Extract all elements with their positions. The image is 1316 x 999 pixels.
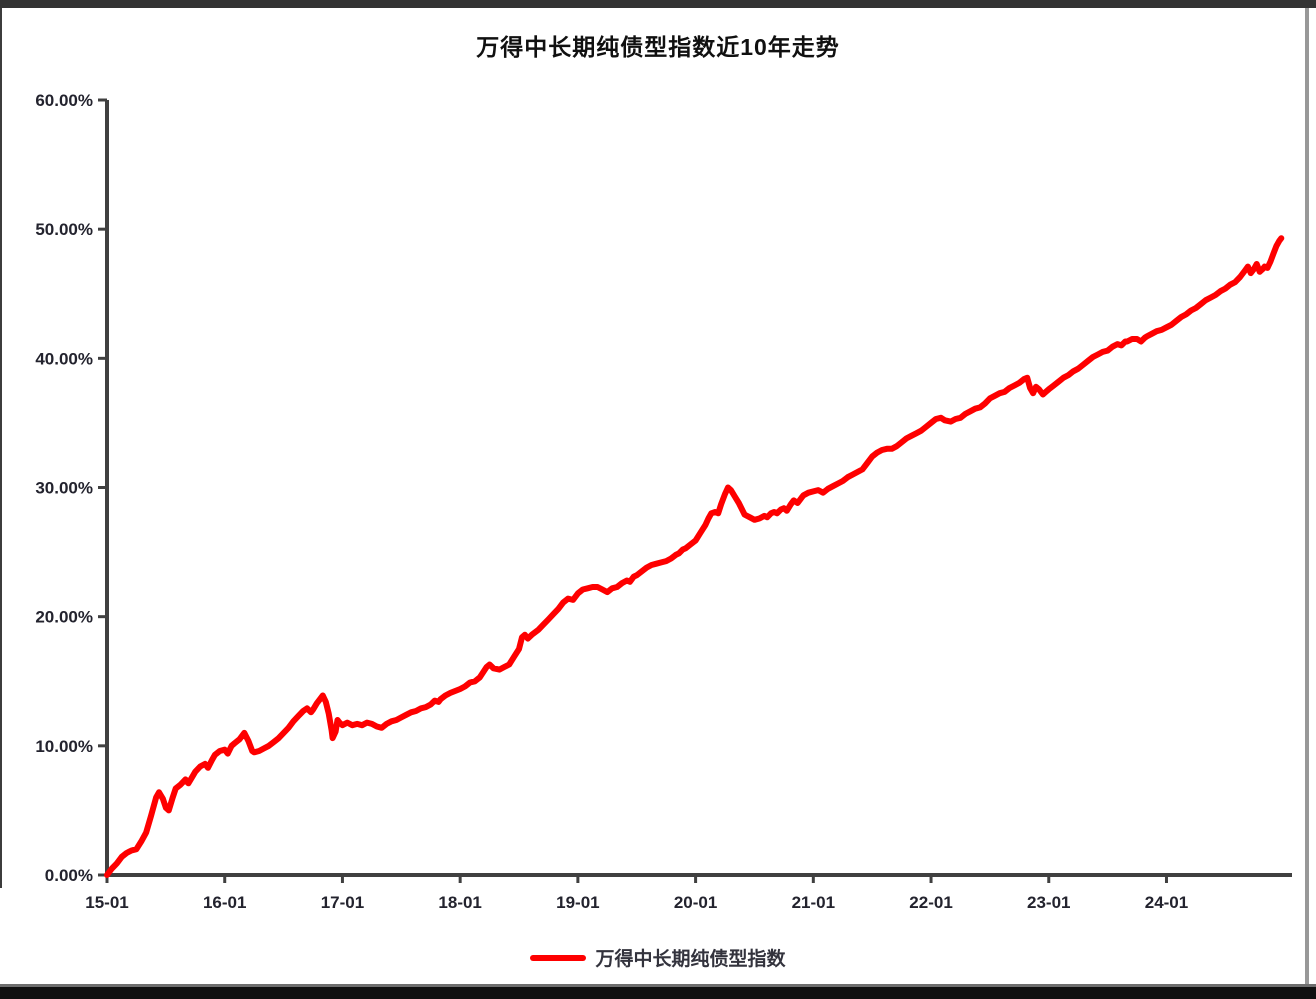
legend-series-label: 万得中长期纯债型指数 bbox=[595, 949, 786, 970]
x-tick-label: 21-01 bbox=[792, 893, 835, 912]
y-tick-label: 60.00% bbox=[35, 91, 93, 110]
x-tick-label: 19-01 bbox=[556, 893, 599, 912]
y-tick-label: 0.00% bbox=[45, 866, 93, 885]
y-tick-label: 50.00% bbox=[35, 220, 93, 239]
x-tick-label: 15-01 bbox=[85, 893, 128, 912]
y-tick-label: 10.00% bbox=[35, 737, 93, 756]
y-tick-label: 20.00% bbox=[35, 608, 93, 627]
window-border-left bbox=[0, 8, 2, 888]
x-tick-label: 23-01 bbox=[1027, 893, 1070, 912]
window-border-right bbox=[1305, 8, 1309, 985]
x-tick-label: 16-01 bbox=[203, 893, 246, 912]
y-tick-label: 40.00% bbox=[35, 349, 93, 368]
window-border-bottom bbox=[0, 984, 1316, 999]
y-tick-label: 30.00% bbox=[35, 479, 93, 498]
x-tick-label: 24-01 bbox=[1145, 893, 1188, 912]
chart-title: 万得中长期纯债型指数近10年走势 bbox=[476, 34, 840, 60]
legend-line-swatch bbox=[530, 954, 587, 961]
series-line bbox=[104, 235, 1285, 878]
x-tick-label: 20-01 bbox=[674, 893, 717, 912]
window-border-top bbox=[0, 0, 1316, 8]
x-tick-label: 22-01 bbox=[909, 893, 952, 912]
x-tick-label: 17-01 bbox=[321, 893, 364, 912]
chart-legend: 万得中长期纯债型指数 bbox=[0, 944, 1316, 971]
x-tick-label: 18-01 bbox=[438, 893, 481, 912]
